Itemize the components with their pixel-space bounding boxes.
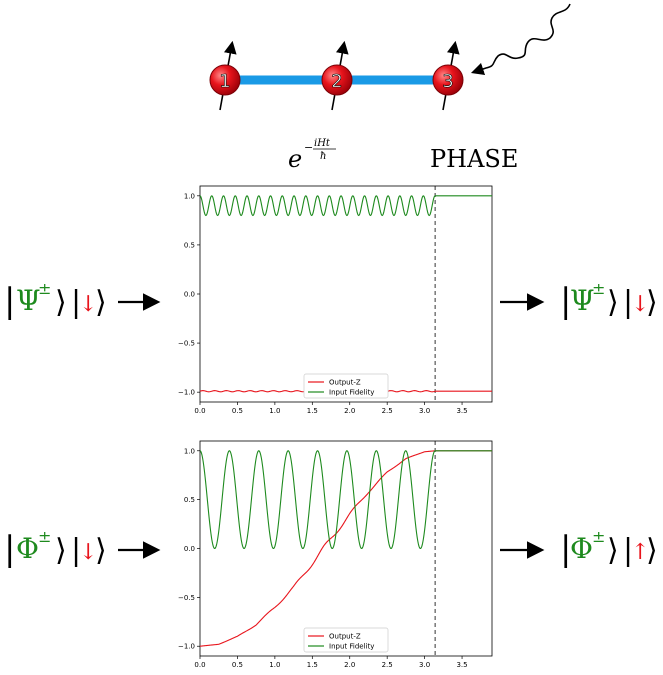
svg-text:|: | [623,285,633,320]
qubit-label: 1 [219,71,230,92]
qubit-ball [209,64,241,96]
series-line-input-fidelity [199,195,492,217]
state-row1-out: | Ψ ± ⟩ | ↓ ⟩ [560,279,658,321]
state-row1-in: | Ψ ± ⟩ | ↓ ⟩ [4,279,107,321]
svg-text:|: | [560,281,571,321]
x-tick-label: 2.0 [344,407,355,415]
state-greek: Ψ [570,284,595,317]
spin-chain: 1 2 3 [209,3,571,111]
state-spin: ↓ [631,292,649,317]
svg-text:⟩: ⟩ [646,533,658,568]
y-tick-label: 1.0 [184,192,195,200]
x-tick-label: 2.5 [382,661,393,669]
x-tick-label: 1.0 [269,661,280,669]
svg-text:|: | [623,533,633,568]
evolution-exponent-denominator: ħ [320,151,326,162]
x-tick-label: 2.5 [382,407,393,415]
evolution-base: e [288,145,302,173]
qubit-label: 3 [442,71,453,92]
svg-text:⟩: ⟩ [95,533,107,568]
legend-label: Output-Z [329,379,361,387]
qubit-label: 2 [331,71,342,92]
y-tick-label: 0.5 [184,241,195,249]
svg-text:⟩: ⟩ [55,285,67,320]
evolution-label: e − iHt ħ [288,138,336,173]
evolution-exponent-numerator: iHt [314,138,331,149]
svg-text:|: | [4,281,15,321]
qubit-ball [321,64,353,96]
legend-label: Output-Z [329,633,361,641]
svg-text:|: | [71,285,81,320]
y-tick-label: −1.0 [178,389,195,397]
y-tick-label: 0.0 [184,545,195,553]
state-sup: ± [38,527,51,546]
evolution-exponent-prefix: − [304,141,313,154]
state-spin: ↓ [79,292,97,317]
qubit-2: 2 [321,40,353,111]
svg-text:⟩: ⟩ [95,285,107,320]
svg-text:⟩: ⟩ [607,285,619,320]
x-tick-label: 0.5 [232,407,243,415]
state-spin: ↓ [79,540,97,565]
y-tick-label: −1.0 [178,643,195,651]
x-tick-label: 0.5 [232,661,243,669]
y-tick-label: 1.0 [184,447,195,455]
state-sup: ± [38,279,51,298]
chart-bottom: 0.0 0.5 1.0 1.5 2.0 2.5 3.0 3.5 1.0 0.5 0.0 −0.5 −1.… [178,440,493,669]
y-tick-label: −0.5 [178,340,195,348]
state-row2-out: | Φ ± ⟩ | ↑ ⟩ [560,527,658,569]
phase-label: PHASE [430,145,518,173]
state-greek: Φ [16,532,39,565]
state-row2-in: | Φ ± ⟩ | ↓ ⟩ [4,527,107,569]
legend-label: Input Fidelity [329,643,374,651]
photon-wave-icon [470,3,571,76]
y-tick-label: −0.5 [178,594,195,602]
qubit-1: 1 [209,40,241,111]
svg-text:|: | [71,533,81,568]
x-tick-label: 1.0 [269,407,280,415]
state-greek: Φ [570,532,593,565]
svg-text:⟩: ⟩ [607,533,619,568]
x-tick-label: 3.0 [419,661,430,669]
legend-label: Input Fidelity [329,389,374,397]
x-tick-label: 3.0 [419,407,430,415]
x-tick-label: 0.0 [194,407,205,415]
chart-top: 0.0 0.5 1.0 1.5 2.0 2.5 3.0 3.5 1.0 0.5 0.0 −0.5 −1.… [178,185,493,415]
x-tick-label: 1.5 [307,407,318,415]
svg-text:⟩: ⟩ [646,285,658,320]
state-spin: ↑ [631,540,649,565]
x-tick-label: 3.5 [456,407,467,415]
x-tick-label: 0.0 [194,661,205,669]
legend-box [303,627,389,653]
qubit-3: 3 [432,40,464,111]
plot-frame [199,185,493,403]
legend-box [303,373,389,399]
qubit-ball [432,64,464,96]
series-line-output-z [199,450,492,647]
svg-text:⟩: ⟩ [55,533,67,568]
state-sup: ± [592,527,605,546]
y-tick-label: 0.0 [184,291,195,299]
series-line-input-fidelity [199,450,492,550]
x-tick-label: 3.5 [456,661,467,669]
y-tick-label: 0.5 [184,496,195,504]
state-greek: Ψ [16,284,41,317]
x-tick-label: 1.5 [307,661,318,669]
svg-text:|: | [4,529,15,569]
svg-text:|: | [560,529,571,569]
x-tick-label: 2.0 [344,661,355,669]
state-sup: ± [592,279,605,298]
